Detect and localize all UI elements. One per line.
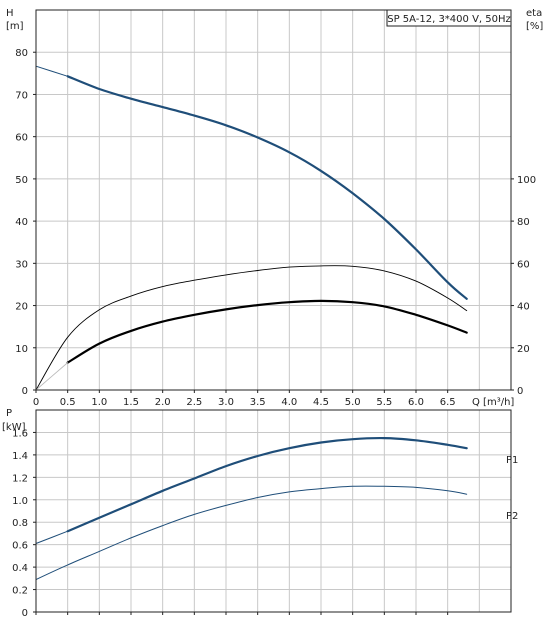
power-axis-label-top: P [6,408,12,419]
x-tick-label: 5.0 [345,397,361,408]
top-chart-ticks: 0 0.5 1.0 1.5 2.0 2.5 3.0 3.5 4.0 4.5 5.0 5.5 6.0 6.5… [15,48,536,408]
series-label-p1: P1 [506,455,518,466]
x-tick-label: 1.0 [91,397,107,408]
power-y-tick-label: 0.8 [12,518,28,529]
x-tick-label: 4.5 [313,397,329,408]
top-chart-frame [35,9,512,391]
bottom-chart-grid [36,410,511,612]
x-tick-label: 3.0 [218,397,234,408]
top-series-0 [66,75,468,300]
x-tick-label: 5.5 [376,397,392,408]
power-axis-label-unit: [kW] [2,422,26,433]
bottom-chart-frame [35,409,512,613]
power-y-tick-label: 0.2 [12,586,28,597]
top-series-3 [35,362,69,391]
power-y-tick-label: 0.4 [12,563,28,574]
left-y-tick-label: 0 [22,386,28,397]
right-y-tick-label: 80 [517,217,530,228]
x-tick-label: 1.5 [123,397,139,408]
right-y-tick-label: 0 [517,386,523,397]
top-chart-series [35,65,468,391]
x-tick-label: 6.5 [440,397,456,408]
left-y-tick-label: 10 [15,344,28,355]
bottom-chart-ticks: 0 0.2 0.4 0.6 0.8 1.0 1.2 1.4 1.6 [12,428,449,619]
left-axis-label-top: H [6,8,14,19]
left-y-tick-label: 30 [15,259,28,270]
power-y-tick-label: 1.6 [12,428,28,439]
power-y-tick-label: 1.2 [12,473,28,484]
power-series-1 [35,485,468,580]
right-y-tick-label: 20 [517,344,530,355]
chart-title-box [386,9,512,27]
x-tick-label: 4.0 [281,397,297,408]
left-y-tick-label: 80 [15,48,28,59]
power-y-tick-label: 1.4 [12,451,28,462]
right-axis-label-top: eta [526,8,542,19]
left-y-tick-label: 60 [15,133,28,144]
power-series-0-extension [35,530,68,544]
right-y-tick-label: 40 [517,302,530,313]
left-y-tick-label: 20 [15,302,28,313]
top-series-2 [66,299,468,364]
left-y-tick-label: 40 [15,217,28,228]
left-y-tick-label: 50 [15,175,28,186]
power-y-tick-label: 1.0 [12,496,28,507]
x-tick-label: 0 [33,397,39,408]
chart-title: SP 5A-12, 3*400 V, 50Hz [387,14,511,25]
left-y-tick-label: 70 [15,90,28,101]
left-axis-label-unit: [m] [6,21,24,32]
top-series-0-extension [35,65,68,77]
top-chart-grid [36,10,511,390]
x-axis-label: Q [m³/h] [472,397,514,408]
right-y-tick-label: 60 [517,259,530,270]
bottom-chart-series [35,436,468,580]
top-series-1 [35,265,468,391]
power-series-0 [66,436,468,533]
right-y-tick-label: 100 [517,175,536,186]
series-label-p2: P2 [506,511,518,522]
x-tick-label: 2.0 [155,397,171,408]
x-tick-label: 2.5 [186,397,202,408]
power-y-tick-label: 0.6 [12,541,28,552]
right-axis-label-unit: [%] [526,21,543,32]
x-tick-label: 3.5 [250,397,266,408]
x-tick-label: 0.5 [60,397,76,408]
power-y-tick-label: 0 [22,608,28,619]
x-tick-label: 6.0 [408,397,424,408]
